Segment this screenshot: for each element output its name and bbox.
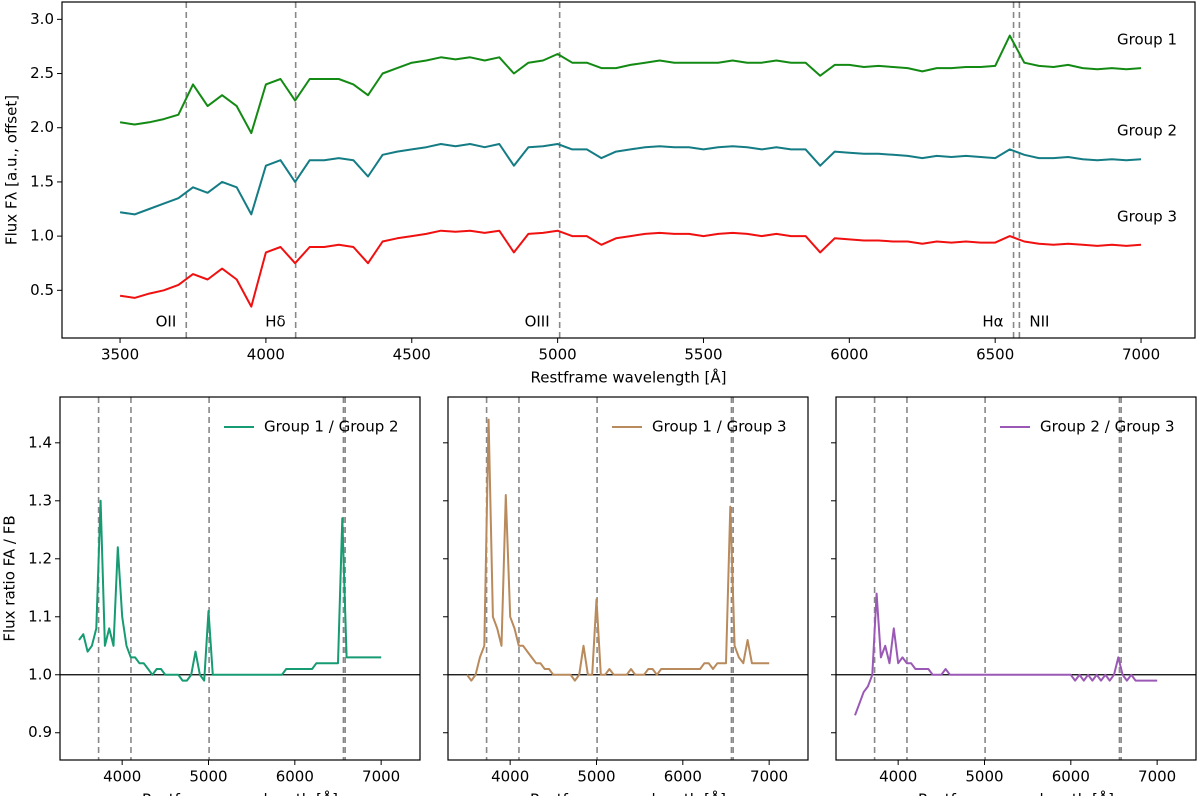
- line-label: Hα: [982, 313, 1003, 331]
- legend-label: Group 1 / Group 3: [652, 418, 787, 436]
- series-line: [466, 418, 770, 682]
- plot-area: [448, 397, 808, 760]
- y-tick-label: 2.0: [30, 118, 54, 136]
- series-label: Group 1: [1117, 31, 1177, 49]
- y-tick-label: 1.3: [28, 491, 52, 509]
- x-tick-label: 4500: [393, 346, 431, 364]
- plot-frame: [59, 396, 421, 761]
- series-label: Group 3: [1117, 207, 1177, 225]
- plot-area: [836, 397, 1196, 760]
- y-tick-label: 1.2: [28, 549, 52, 567]
- line-label: OII: [156, 313, 177, 331]
- y-tick-label: 1.0: [30, 227, 54, 245]
- x-tick-label: 3500: [101, 346, 139, 364]
- series-line: [119, 143, 1142, 216]
- x-tick-label: 6000: [276, 768, 314, 786]
- y-tick-label: 1.5: [30, 172, 54, 190]
- x-tick-label: 7000: [362, 768, 400, 786]
- x-tick-label: 4000: [247, 346, 285, 364]
- x-axis-label: Restframe wavelength [Å]: [918, 790, 1114, 796]
- series-line: [119, 34, 1142, 135]
- line-label: OIII: [525, 313, 550, 331]
- plot-frame: [61, 1, 1196, 339]
- panel: 4000 5000 6000 7000 0.9 1.0 1.1 1.2 1.3 1.4 Restfr…: [1, 396, 421, 796]
- y-tick-label: 1.4: [28, 433, 52, 451]
- panel: 4000 5000 6000 7000 Restframe wavelength [Å]…: [443, 396, 809, 796]
- x-axis-label: Restframe wavelength [Å]: [142, 790, 338, 796]
- x-tick-label: 6500: [976, 346, 1014, 364]
- x-tick-label: 4000: [103, 768, 141, 786]
- panel: 4000 5000 6000 7000 Restframe wavelength [Å]…: [831, 396, 1197, 796]
- x-axis-label: Restframe wavelength [Å]: [530, 790, 726, 796]
- x-tick-label: 5000: [539, 346, 577, 364]
- y-tick-label: 0.5: [30, 281, 54, 299]
- x-tick-label: 7000: [1122, 346, 1160, 364]
- line-label: Hδ: [265, 313, 285, 331]
- series-line: [119, 229, 1142, 308]
- x-tick-label: 6000: [664, 768, 702, 786]
- x-tick-label: 6000: [1052, 768, 1090, 786]
- series-line: [854, 592, 1158, 716]
- legend-label: Group 1 / Group 2: [264, 418, 399, 436]
- x-tick-label: 5000: [965, 768, 1003, 786]
- plot-area: [60, 397, 420, 760]
- x-axis-label: Restframe wavelength [Å]: [530, 368, 726, 387]
- plot-frame: [835, 396, 1197, 761]
- line-label: NII: [1029, 313, 1049, 331]
- legend-label: Group 2 / Group 3: [1040, 418, 1175, 436]
- x-tick-label: 5000: [189, 768, 227, 786]
- x-tick-label: 4000: [879, 768, 917, 786]
- series-label: Group 2: [1117, 122, 1177, 140]
- series-line: [78, 499, 382, 682]
- x-tick-label: 4000: [491, 768, 529, 786]
- x-tick-label: 7000: [750, 768, 788, 786]
- y-tick-label: 0.9: [28, 723, 52, 741]
- plot-area: [119, 2, 1142, 338]
- y-axis-label: Flux ratio FA / FB: [1, 515, 19, 641]
- y-tick-label: 2.5: [30, 64, 54, 82]
- plot-frame: [447, 396, 809, 761]
- x-tick-label: 6000: [830, 346, 868, 364]
- x-tick-label: 7000: [1138, 768, 1176, 786]
- x-tick-label: 5000: [577, 768, 615, 786]
- y-tick-label: 3.0: [30, 10, 54, 28]
- y-axis-label: Flux Fλ [a.u., offset]: [3, 95, 21, 245]
- y-tick-label: 1.1: [28, 607, 52, 625]
- panel: 3500 4000 4500 5000 5500 6000 6500 7000 0.5 1.0 1.…: [3, 1, 1196, 387]
- y-tick-label: 1.0: [28, 665, 52, 683]
- x-tick-label: 5500: [684, 346, 722, 364]
